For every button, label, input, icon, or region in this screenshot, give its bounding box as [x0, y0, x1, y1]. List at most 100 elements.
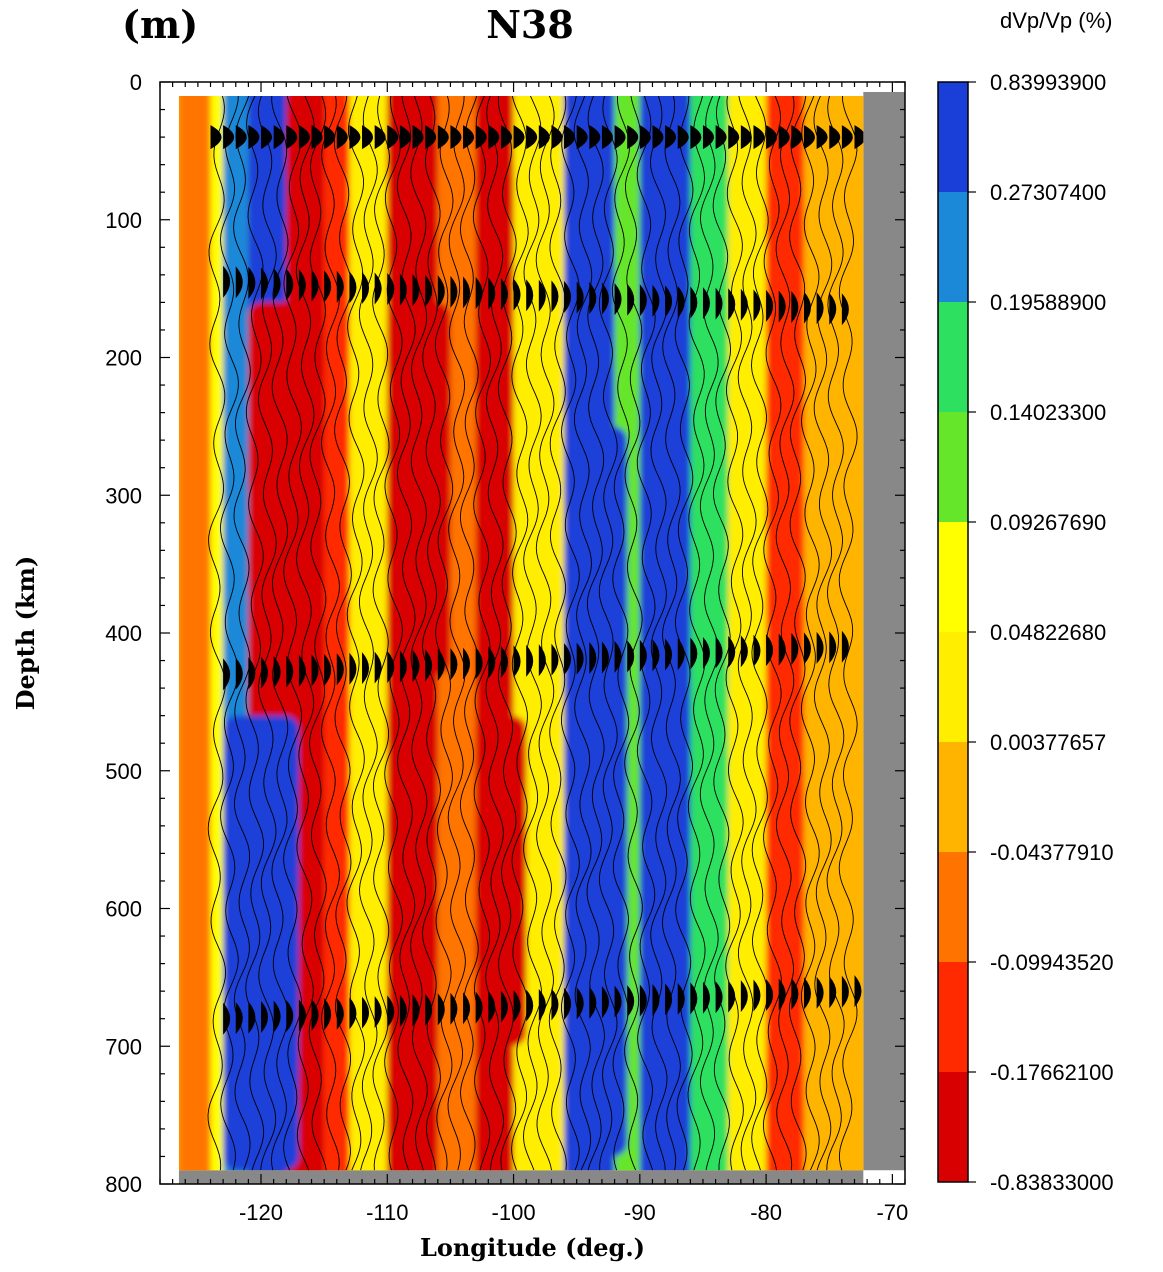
pulse-410-49: [841, 630, 849, 663]
pulse-LAB-35: [665, 285, 673, 318]
pulse-Moho-29: [576, 125, 588, 150]
pulse-660-45: [791, 977, 799, 1010]
pulse-LAB-39: [715, 287, 723, 320]
pulse-660-5: [286, 999, 294, 1032]
reflector-Moho: [210, 125, 864, 150]
pulse-660-46: [803, 977, 811, 1010]
colorbar-title: dVp/Vp (%): [1000, 8, 1113, 33]
trace-12: [358, 96, 378, 1171]
x-tick-label: -100: [492, 1200, 536, 1225]
pulse-LAB-5: [286, 268, 294, 301]
pulse-Moho-21: [475, 125, 487, 150]
pulse-660-1: [235, 1002, 243, 1035]
pulse-Moho-35: [652, 125, 664, 150]
trace-36: [661, 96, 681, 1171]
pulse-410-12: [374, 651, 382, 684]
colorbar-label: -0.83833000: [990, 1170, 1114, 1195]
colorbar-swatch-0: [938, 82, 968, 192]
pulse-Moho-1: [223, 125, 235, 150]
trace-9: [321, 96, 340, 1171]
pulse-Moho-18: [437, 125, 449, 150]
pulse-660-17: [437, 993, 445, 1026]
pulse-Moho-25: [526, 125, 538, 150]
pulse-410-43: [766, 634, 774, 667]
pulse-LAB-31: [614, 283, 622, 316]
pulse-LAB-29: [589, 282, 597, 315]
colorbar-swatch-1: [938, 192, 968, 302]
pulse-660-11: [362, 996, 370, 1029]
trace-47: [800, 96, 820, 1171]
pulse-LAB-42: [753, 289, 761, 322]
pulse-660-42: [753, 979, 761, 1012]
trace-24: [511, 96, 529, 1171]
reflector-pulses: [210, 125, 864, 1035]
pulse-LAB-38: [702, 287, 710, 320]
pulse-410-24: [526, 644, 534, 677]
pulse-Moho-45: [778, 125, 790, 150]
pulse-410-35: [665, 638, 673, 671]
section-title: N38: [486, 2, 574, 47]
x-tick-label: -70: [876, 1200, 908, 1225]
x-tick-label: -110: [366, 1200, 408, 1225]
pulse-LAB-3: [261, 267, 269, 300]
pulse-LAB-40: [728, 288, 736, 321]
pulse-Moho-46: [791, 125, 803, 150]
pulse-LAB-13: [387, 273, 395, 306]
pulse-660-16: [425, 993, 433, 1026]
pulse-660-21: [488, 991, 496, 1024]
pulse-Moho-48: [816, 125, 828, 150]
colorbar: 0.83993900 0.27307400 0.19588900 0.14023300…: [937, 70, 1114, 1195]
pulse-LAB-8: [324, 270, 332, 303]
trace-25: [523, 96, 542, 1171]
pulse-410-25: [538, 644, 546, 677]
pulse-660-28: [576, 987, 584, 1020]
pulse-Moho-28: [564, 125, 576, 150]
y-tick-label: 700: [105, 1034, 142, 1059]
trace-22: [485, 96, 505, 1171]
pulse-410-46: [803, 632, 811, 665]
x-axis-title: Longitude (deg.): [420, 1233, 645, 1262]
pulse-LAB-24: [526, 279, 534, 312]
pulse-660-7: [311, 998, 319, 1031]
pulse-Moho-4: [261, 125, 273, 150]
pulse-LAB-10: [349, 271, 357, 304]
trace-50: [838, 96, 858, 1171]
pulse-660-39: [715, 981, 723, 1014]
pulse-Moho-47: [803, 125, 815, 150]
pulse-410-39: [715, 636, 723, 669]
pulse-410-32: [627, 640, 635, 673]
pulse-Moho-43: [753, 125, 765, 150]
pulse-410-38: [702, 636, 710, 669]
grey-mask-right: [863, 92, 905, 1171]
trace-7: [295, 96, 315, 1171]
pulse-Moho-40: [715, 125, 727, 150]
pulse-660-15: [412, 994, 420, 1027]
pulse-Moho-19: [450, 125, 462, 150]
colorbar-swatch-8: [938, 962, 968, 1072]
y-axis-title: Depth (km): [11, 556, 40, 711]
pulse-410-21: [488, 646, 496, 679]
pulse-410-13: [387, 651, 395, 684]
pulse-LAB-43: [766, 289, 774, 322]
pulse-660-50: [854, 975, 862, 1008]
pulse-Moho-9: [324, 125, 336, 150]
pulse-410-23: [513, 645, 521, 678]
pulse-Moho-50: [841, 125, 853, 150]
colorbar-swatch-5: [938, 632, 968, 742]
pulse-660-38: [702, 981, 710, 1014]
pulse-Moho-24: [513, 125, 525, 150]
pulse-Moho-17: [425, 125, 437, 150]
pulse-Moho-38: [690, 125, 702, 150]
pulse-LAB-47: [816, 292, 824, 325]
trace-29: [573, 96, 593, 1171]
pulse-LAB-27: [564, 280, 572, 313]
pulse-660-13: [387, 995, 395, 1028]
trace-27: [548, 96, 567, 1171]
pulse-410-45: [791, 633, 799, 666]
pulse-660-40: [728, 980, 736, 1013]
pulse-Moho-16: [412, 125, 424, 150]
y-tick-label: 400: [105, 621, 142, 646]
trace-20: [459, 96, 479, 1171]
pulse-LAB-0: [223, 265, 231, 298]
colorbar-swatch-3: [938, 412, 968, 522]
